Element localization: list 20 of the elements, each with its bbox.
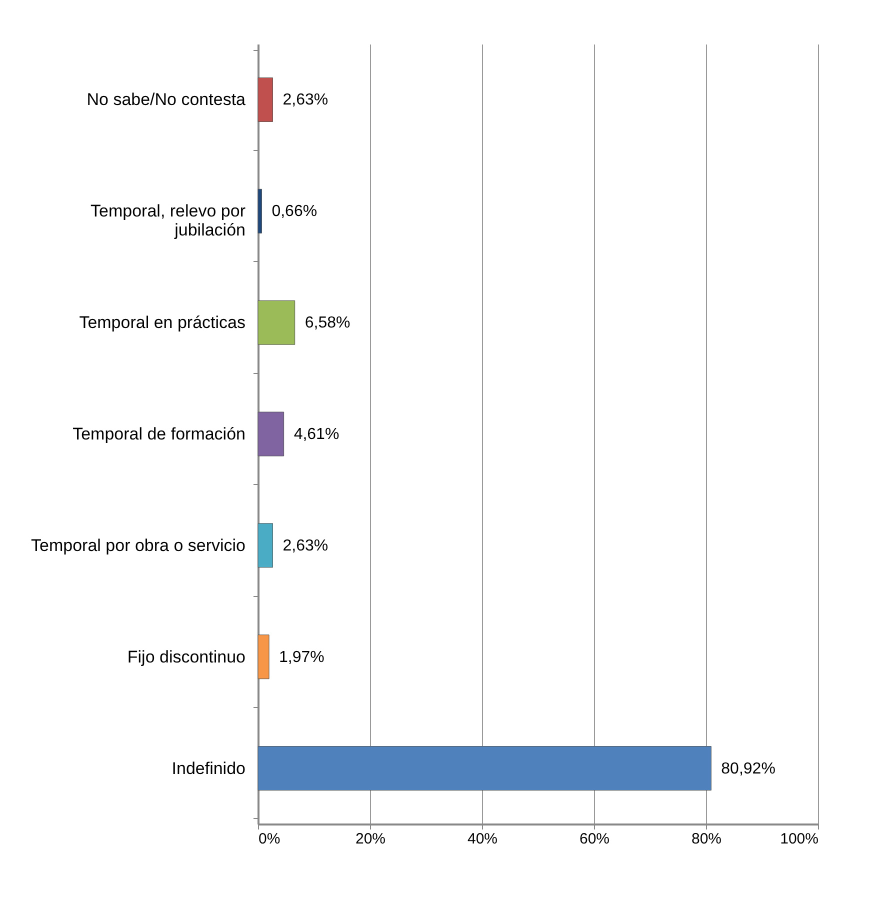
y-tick-label: Temporal en prácticas bbox=[79, 313, 246, 332]
x-tick-label: 60% bbox=[579, 830, 610, 848]
x-tick-label: 80% bbox=[691, 830, 722, 848]
x-tick-label: 40% bbox=[467, 830, 498, 848]
x-tick-label: 20% bbox=[355, 830, 386, 848]
y-tick-label: Temporal, relevo por jubilación bbox=[90, 202, 246, 240]
y-tick-label: Temporal de formación bbox=[72, 424, 246, 444]
data-label: 4,61% bbox=[294, 426, 340, 443]
x-tick-label: 0% bbox=[258, 830, 280, 848]
data-label: 80,92% bbox=[721, 760, 776, 778]
y-tick-label: Temporal por obra o servicio bbox=[31, 536, 246, 555]
y-tick-label: Fijo discontinuo bbox=[127, 647, 246, 666]
data-label: 1,97% bbox=[279, 648, 324, 666]
data-label: 2,63% bbox=[282, 92, 328, 109]
data-label: 0,66% bbox=[272, 203, 318, 220]
y-tick-label: Indefinido bbox=[172, 758, 246, 778]
x-tick-label: 100% bbox=[780, 830, 818, 848]
y-tick-label: No sabe/No contesta bbox=[86, 90, 246, 110]
data-label: 6,58% bbox=[304, 314, 350, 332]
data-label: 2,63% bbox=[282, 537, 328, 554]
